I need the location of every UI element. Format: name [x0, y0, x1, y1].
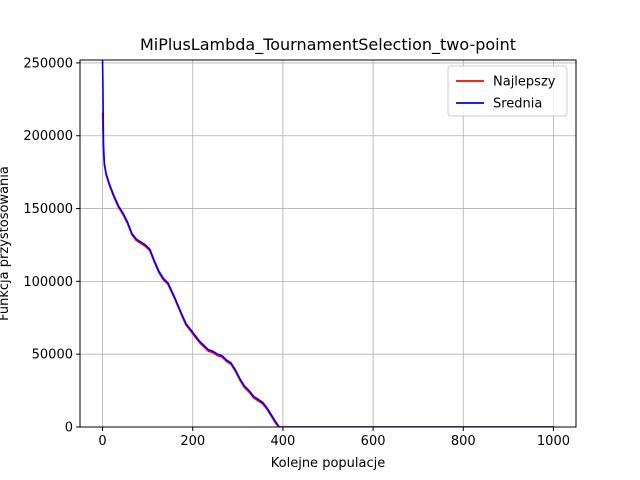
y-tick-label: 250000 [23, 56, 73, 71]
x-tick-label: 600 [361, 434, 386, 449]
y-tick-label: 150000 [23, 202, 73, 217]
y-tick-label: 0 [65, 421, 73, 436]
x-tick-label: 200 [180, 434, 205, 449]
x-tick-label: 400 [270, 434, 295, 449]
series-line-srednia [101, 60, 554, 427]
x-tick-label: 800 [451, 434, 476, 449]
x-tick-label: 0 [98, 434, 106, 449]
plot-area [80, 60, 576, 427]
axis-ticks: 0 200 400 600 800 1000 0 50000 100000 150000 20000… [23, 56, 570, 449]
y-tick-label: 100000 [23, 275, 73, 290]
x-axis-label: Kolejne populacje [271, 456, 385, 471]
legend-label: Najlepszy [493, 75, 556, 90]
plot-frame [79, 59, 577, 428]
y-tick-label: 50000 [32, 348, 73, 363]
legend-label: Srednia [493, 97, 542, 112]
y-axis-label: Funkcja przystosowania [0, 166, 12, 321]
x-tick-label: 1000 [537, 434, 570, 449]
y-tick-label: 200000 [23, 129, 73, 144]
legend: Najlepszy Srednia [447, 65, 568, 117]
series-layer [101, 60, 554, 427]
chart-title: MiPlusLambda_TournamentSelection_two-poi… [140, 35, 516, 55]
